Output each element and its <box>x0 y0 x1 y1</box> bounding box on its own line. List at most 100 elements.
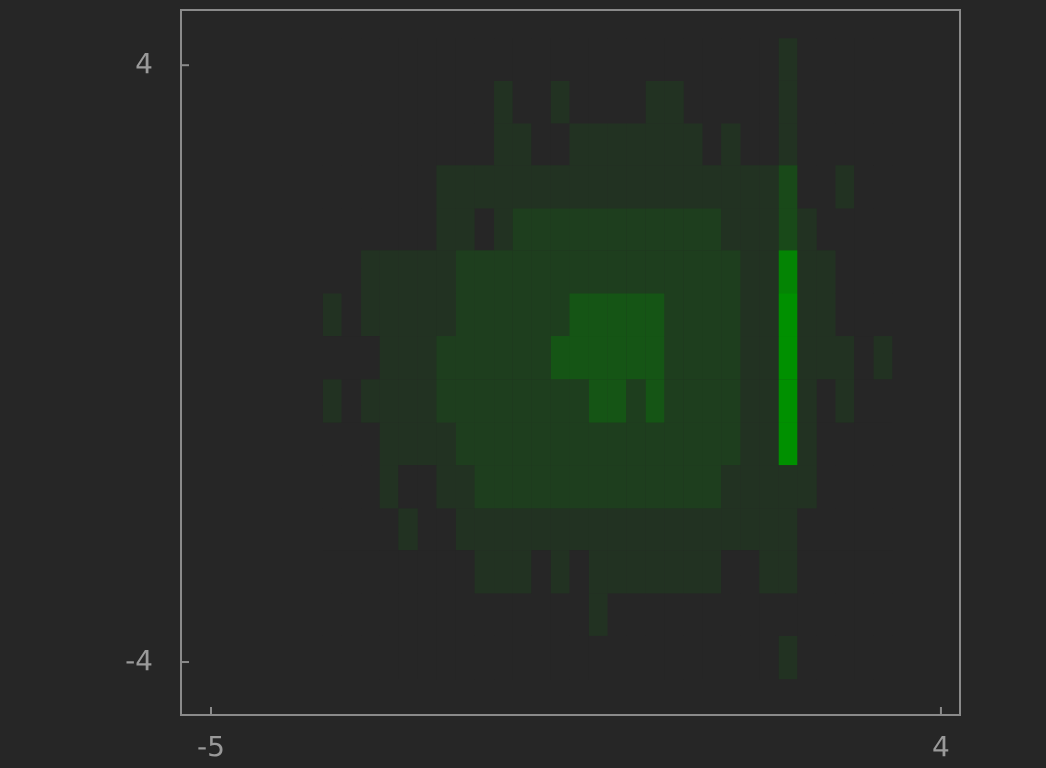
cell <box>550 465 570 509</box>
cell <box>797 250 817 294</box>
cell <box>835 422 855 466</box>
cell <box>816 165 836 209</box>
cell <box>361 593 380 636</box>
cell <box>417 38 437 81</box>
cell <box>455 336 475 380</box>
cell <box>341 293 362 337</box>
cell <box>759 379 779 423</box>
cell <box>873 336 893 380</box>
cell <box>494 293 513 337</box>
cell <box>512 465 532 509</box>
cell <box>494 38 513 81</box>
cell <box>626 80 646 124</box>
cell <box>588 123 608 166</box>
cell <box>778 635 798 680</box>
cell <box>721 379 741 423</box>
cell <box>512 250 532 294</box>
cell <box>626 336 646 380</box>
cell <box>436 38 456 81</box>
cell <box>398 208 418 251</box>
cell <box>361 550 380 594</box>
cell <box>626 379 646 423</box>
cell <box>474 422 495 466</box>
cell <box>361 508 380 551</box>
cell <box>588 379 608 423</box>
cell <box>322 465 342 509</box>
cell <box>417 250 437 294</box>
cell <box>702 635 722 680</box>
cell <box>455 38 475 81</box>
cell <box>569 80 589 124</box>
cell <box>854 635 874 680</box>
cell <box>873 123 893 166</box>
cell <box>512 422 532 466</box>
cell <box>797 38 817 81</box>
cell <box>759 422 779 466</box>
cell <box>816 422 836 466</box>
cell <box>569 123 589 166</box>
cell <box>474 38 495 81</box>
cell <box>797 123 817 166</box>
cell <box>626 38 646 81</box>
cell <box>816 250 836 294</box>
cell <box>322 123 342 166</box>
cell <box>531 593 551 636</box>
cell <box>494 80 513 124</box>
cell <box>341 165 362 209</box>
cell <box>341 123 362 166</box>
cell <box>854 593 874 636</box>
cell <box>778 422 798 466</box>
cell <box>379 550 399 594</box>
cell <box>455 550 475 594</box>
cell <box>398 379 418 423</box>
cell <box>778 550 798 594</box>
cell <box>322 593 342 636</box>
cell <box>588 508 608 551</box>
cell <box>341 593 362 636</box>
cell <box>702 38 722 81</box>
cell <box>494 123 513 166</box>
cell <box>816 508 836 551</box>
cell <box>759 465 779 509</box>
cell <box>531 635 551 680</box>
cell <box>873 165 893 209</box>
cell <box>759 38 779 81</box>
cell <box>455 635 475 680</box>
cell <box>816 635 836 680</box>
cell <box>873 80 893 124</box>
cell <box>778 293 798 337</box>
cell <box>322 80 342 124</box>
cell <box>398 508 418 551</box>
cell <box>664 550 684 594</box>
cell <box>626 508 646 551</box>
cell <box>607 593 627 636</box>
cell <box>569 336 589 380</box>
cell <box>664 293 684 337</box>
cell <box>322 38 342 81</box>
cell <box>835 593 855 636</box>
cell <box>873 593 893 636</box>
cell <box>683 165 703 209</box>
cell <box>873 250 893 294</box>
cell <box>607 165 627 209</box>
cell <box>607 123 627 166</box>
cell <box>759 508 779 551</box>
cell <box>550 208 570 251</box>
cell <box>436 250 456 294</box>
cell <box>835 208 855 251</box>
cell <box>683 293 703 337</box>
cell <box>797 550 817 594</box>
cell <box>873 293 893 337</box>
cell <box>607 465 627 509</box>
cell <box>873 635 893 680</box>
cell <box>645 379 665 423</box>
cell <box>854 550 874 594</box>
cell <box>588 38 608 81</box>
cell <box>379 465 399 509</box>
cell <box>740 293 760 337</box>
cell <box>341 508 362 551</box>
cell <box>379 250 399 294</box>
cell <box>645 593 665 636</box>
cell <box>683 208 703 251</box>
